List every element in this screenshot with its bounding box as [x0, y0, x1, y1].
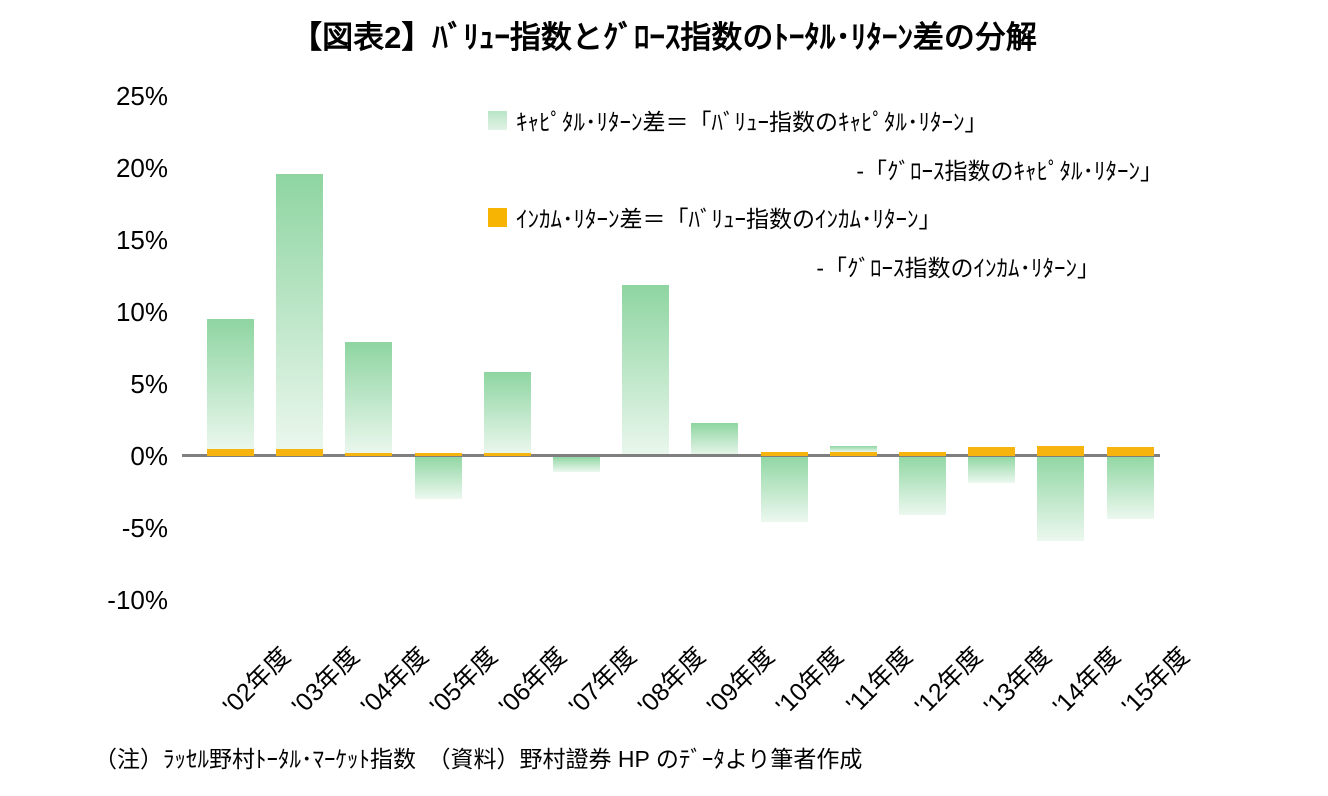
income-return-bar: [760, 451, 808, 456]
capital-return-bar: [1106, 457, 1154, 520]
income-return-swatch-icon: [488, 207, 507, 227]
capital-return-bar: [622, 284, 670, 456]
y-axis-tick-label: -10%: [107, 585, 168, 615]
chart-title: 【図表2】ﾊﾞﾘｭｰ指数とｸﾞﾛｰｽ指数のﾄｰﾀﾙ･ﾘﾀｰﾝ差の分解: [291, 20, 1037, 55]
income-return-bar: [207, 448, 254, 456]
legend-capital-return: ｷｬﾋﾟﾀﾙ･ﾘﾀｰﾝ差＝「ﾊﾞﾘｭｰ指数のｷｬﾋﾟﾀﾙ･ﾘﾀｰﾝ」 -「ｸﾞﾛ…: [488, 103, 1163, 186]
capital-return-swatch-icon: [488, 110, 507, 130]
legend-income-line2: -「ｸﾞﾛｰｽ指数のｲﾝｶﾑ･ﾘﾀｰﾝ」: [816, 255, 1100, 281]
y-axis-tick-label: 15%: [115, 225, 168, 255]
y-axis-tick-label: 20%: [115, 153, 168, 183]
capital-return-bar: [760, 457, 808, 523]
income-return-bar: [483, 453, 531, 456]
legend-income-return: ｲﾝｶﾑ･ﾘﾀｰﾝ差＝「ﾊﾞﾘｭｰ指数のｲﾝｶﾑ･ﾘﾀｰﾝ」 -「ｸﾞﾛｰｽ指数…: [488, 200, 1100, 283]
legend-capital-line1: ｷｬﾋﾟﾀﾙ･ﾘﾀｰﾝ差＝「ﾊﾞﾘｭｰ指数のｷｬﾋﾟﾀﾙ･ﾘﾀｰﾝ」: [516, 109, 988, 135]
income-return-bar: [1106, 447, 1154, 456]
capital-return-bar: [414, 457, 462, 500]
capital-return-bar: [553, 457, 600, 472]
capital-return-bar: [483, 372, 531, 454]
legend-income-line1: ｲﾝｶﾑ･ﾘﾀｰﾝ差＝「ﾊﾞﾘｭｰ指数のｲﾝｶﾑ･ﾘﾀｰﾝ」: [516, 206, 942, 232]
income-return-bar: [345, 453, 393, 456]
capital-return-bar: [968, 457, 1016, 484]
capital-return-bar: [207, 319, 254, 449]
income-return-bar: [829, 451, 877, 456]
income-return-bar: [1037, 445, 1085, 456]
income-return-bar: [414, 453, 462, 456]
capital-return-bar: [691, 422, 739, 456]
y-axis-tick-label: 5%: [130, 369, 168, 399]
y-axis-tick-label: 25%: [115, 81, 168, 111]
source-note: （注）ﾗｯｾﾙ野村ﾄｰﾀﾙ･ﾏｰｹｯﾄ指数 （資料）野村證券 HP のﾃﾞｰﾀよ…: [94, 746, 863, 772]
y-axis-tick-label: -5%: [121, 513, 168, 543]
y-axis-tick-label: 0%: [130, 441, 168, 471]
legend-capital-line2: -「ｸﾞﾛｰｽ指数のｷｬﾋﾟﾀﾙ･ﾘﾀｰﾝ」: [856, 158, 1163, 184]
income-return-bar: [276, 448, 324, 456]
capital-return-bar: [1037, 457, 1085, 541]
capital-return-bar: [829, 445, 877, 452]
income-return-bar: [899, 451, 946, 456]
zero-axis-line: [182, 454, 1160, 457]
capital-return-bar: [276, 173, 324, 449]
y-axis-tick-label: 10%: [115, 297, 168, 327]
capital-return-bar: [899, 457, 946, 516]
income-return-bar: [968, 447, 1016, 456]
capital-return-bar: [345, 342, 393, 454]
